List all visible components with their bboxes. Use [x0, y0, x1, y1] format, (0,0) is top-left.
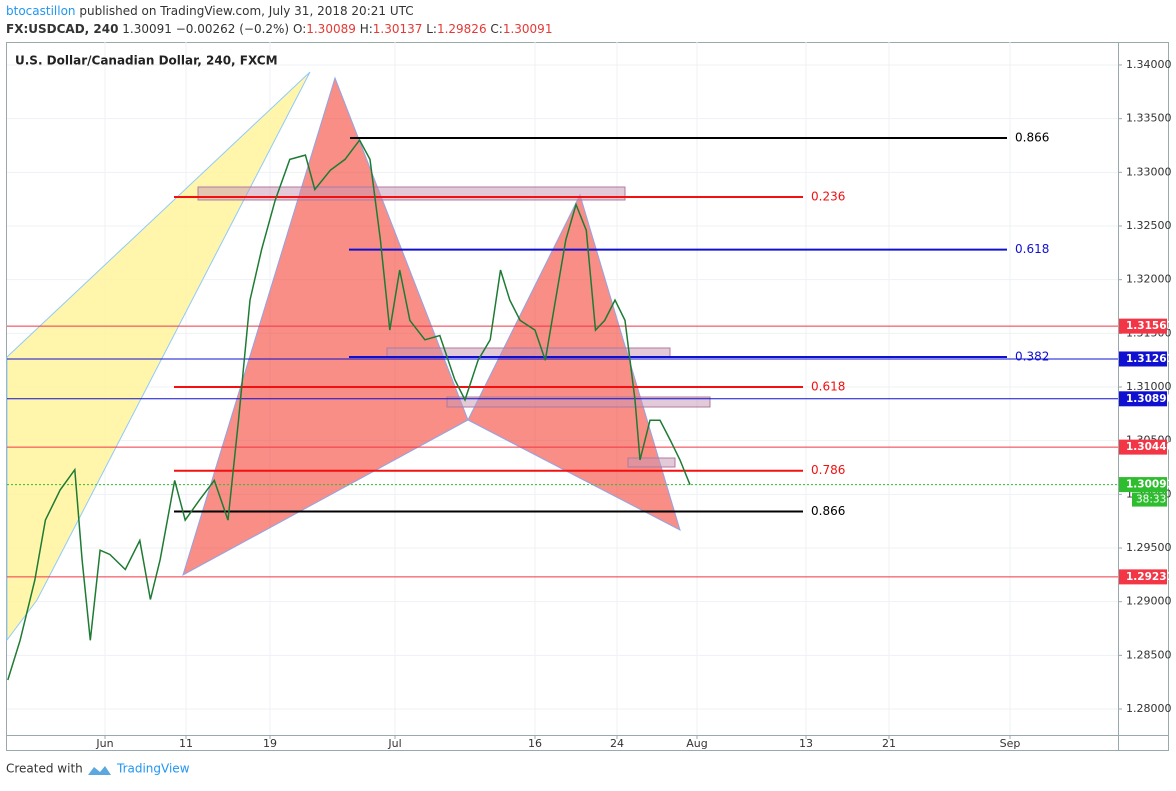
y-tick-label: 1.32500	[1126, 219, 1172, 232]
fib-label: 0.618	[811, 379, 845, 393]
brand-logo	[88, 766, 111, 775]
x-tick-label: 13	[799, 737, 813, 750]
change: −0.00262 (−0.2%)	[176, 22, 289, 36]
x-tick-label: Jul	[387, 737, 401, 750]
price-box-label: 1.30091	[1126, 479, 1174, 491]
author[interactable]: btocastillon	[6, 4, 76, 18]
y-tick-label: 1.28500	[1126, 648, 1172, 661]
ohlc-key: O:	[293, 22, 306, 36]
y-tick-label: 1.33000	[1126, 165, 1172, 178]
chart-title: U.S. Dollar/Canadian Dollar, 240, FXCM	[15, 54, 278, 68]
x-tick-label: Aug	[686, 737, 707, 750]
fib-label: 0.236	[811, 190, 845, 204]
price-line-series	[7, 138, 691, 681]
y-tick-label: 1.31000	[1126, 380, 1172, 393]
x-tick-label: 16	[528, 737, 542, 750]
x-tick-label: 24	[610, 737, 624, 750]
countdown-box	[1132, 492, 1167, 507]
price-box-label: 1.30890	[1126, 393, 1174, 405]
price-box-label: 1.31261	[1126, 353, 1174, 365]
x-tick-label: 19	[263, 737, 277, 750]
y-tick-label: 1.28000	[1126, 702, 1172, 715]
fib-label: 0.382	[1015, 349, 1049, 363]
fib-label: 0.618	[1015, 242, 1049, 256]
created-with: Created with	[6, 762, 83, 776]
symbol: FX:USDCAD, 240	[6, 22, 118, 36]
y-tick-label: 1.34000	[1126, 58, 1172, 71]
ohlc-value: 1.30091	[503, 22, 553, 36]
price-box	[1119, 351, 1167, 367]
price-box	[1119, 391, 1167, 407]
wedge	[6, 71, 311, 642]
price-box-label: 1.31567	[1126, 320, 1174, 332]
x-tick-label: 21	[882, 737, 896, 750]
ohlc-key: H:	[360, 22, 373, 36]
price-box	[1119, 569, 1167, 585]
x-tick-label: 11	[179, 737, 193, 750]
ohlc-value: 1.30089	[306, 22, 356, 36]
price-box	[1119, 439, 1167, 455]
y-tick-label: 1.29500	[1126, 541, 1172, 554]
price-box-label: 1.30440	[1126, 441, 1174, 453]
ohlc-value: 1.30137	[373, 22, 423, 36]
price-box-label: 1.29231	[1126, 571, 1174, 583]
countdown: 38:33	[1136, 494, 1166, 506]
y-tick-label: 1.32000	[1126, 273, 1172, 286]
fib-label: 0.866	[1015, 130, 1049, 144]
x-tick-label: Jun	[95, 737, 113, 750]
symbol-line: FX:USDCAD, 240 1.30091 −0.00262 (−0.2%) …	[6, 22, 552, 36]
fib-label: 0.786	[811, 463, 845, 477]
last: 1.30091	[122, 22, 172, 36]
header-line: btocastillon published on TradingView.co…	[6, 4, 414, 18]
published: published on TradingView.com, July 31, 2…	[79, 4, 413, 18]
y-tick-label: 1.29000	[1126, 595, 1172, 608]
price-box	[1119, 477, 1167, 493]
y-tick-label: 1.33500	[1126, 112, 1172, 125]
zone	[197, 186, 626, 201]
x-tick-label: Sep	[1000, 737, 1021, 750]
ohlc-key: L:	[426, 22, 437, 36]
fib-label: 0.866	[811, 504, 845, 518]
zone	[446, 396, 711, 408]
zone	[386, 347, 671, 358]
ohlc-key: C:	[490, 22, 502, 36]
zone	[627, 457, 676, 468]
price-box	[1119, 318, 1167, 334]
ohlc-value: 1.29826	[437, 22, 487, 36]
brand[interactable]: TradingView	[116, 762, 190, 776]
